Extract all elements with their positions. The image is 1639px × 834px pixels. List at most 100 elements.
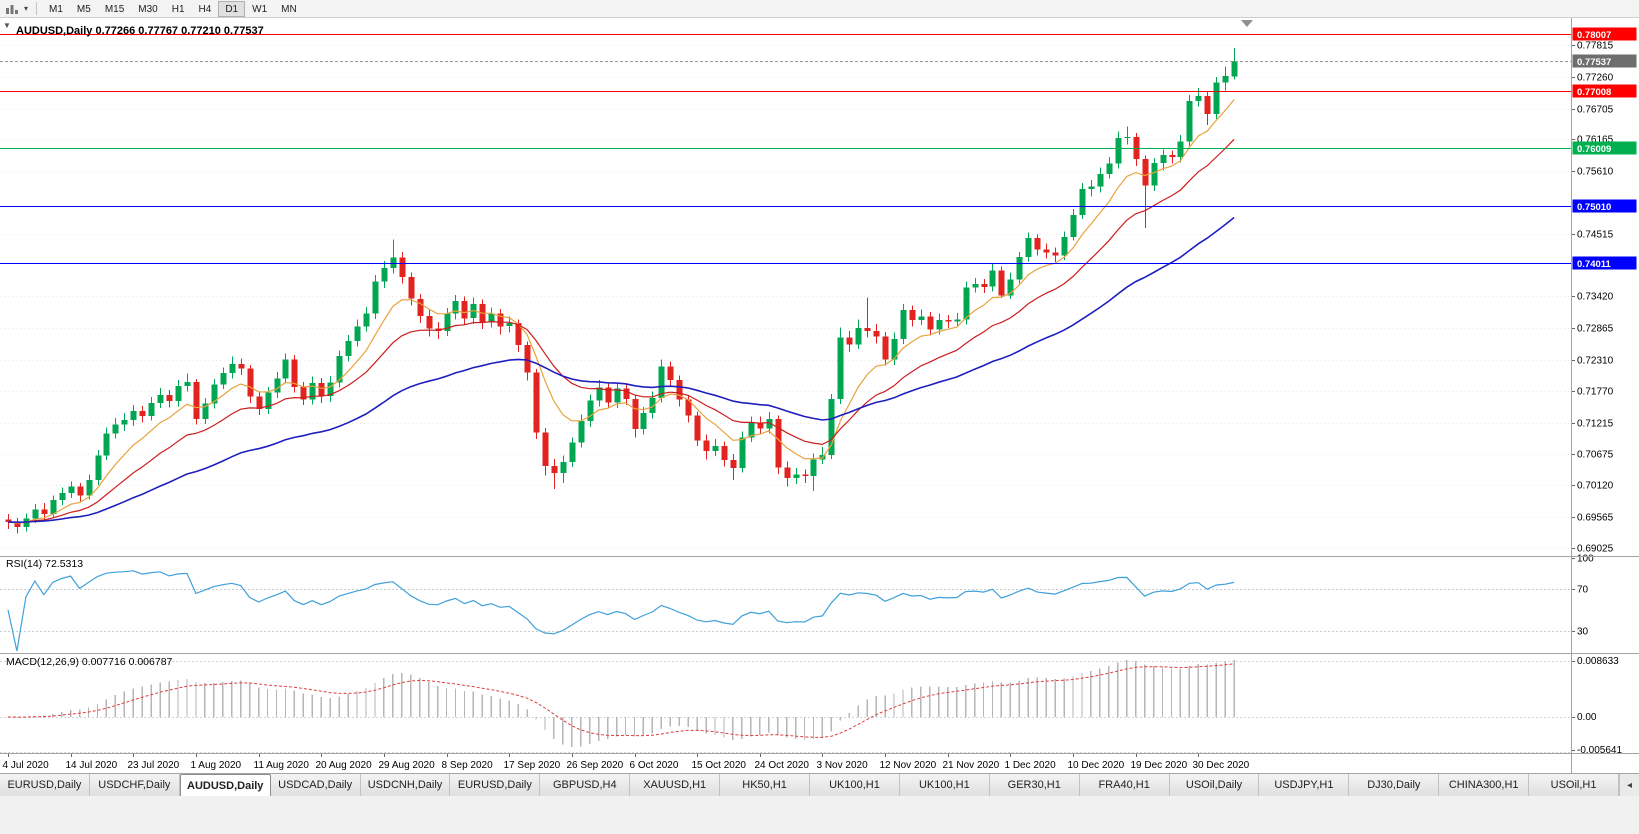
svg-text:17 Sep 2020: 17 Sep 2020 <box>504 760 561 771</box>
chart-tab-usdcad-daily[interactable]: USDCAD,Daily <box>270 774 361 796</box>
toolbar-separator <box>36 2 38 15</box>
chart-tab-usdchf-daily[interactable]: USDCHF,Daily <box>89 774 180 796</box>
timeframe-button-m15[interactable]: M15 <box>104 3 125 15</box>
chart-tab-uk100-h1[interactable]: UK100,H1 <box>810 774 900 796</box>
rsi-panel: 100 70 30 <box>0 554 1594 652</box>
svg-text:0.00: 0.00 <box>1577 712 1597 723</box>
svg-text:12 Nov 2020: 12 Nov 2020 <box>880 760 937 771</box>
level-price-label <box>1572 27 1637 41</box>
svg-text:0.77008: 0.77008 <box>1577 87 1611 98</box>
svg-text:6 Oct 2020: 6 Oct 2020 <box>630 760 679 771</box>
svg-text:14 Jul 2020: 14 Jul 2020 <box>66 760 118 771</box>
chart-tab-usoil-daily[interactable]: USOil,Daily <box>1169 774 1260 796</box>
dropdown-caret-icon[interactable]: ▾ <box>24 4 29 13</box>
chart-tab-hk50-h1[interactable]: HK50,H1 <box>720 774 811 796</box>
timeframe-button-m5[interactable]: M5 <box>76 3 91 15</box>
svg-text:23 Jul 2020: 23 Jul 2020 <box>128 760 180 771</box>
symbol-dropdown-icon[interactable]: ▼ <box>3 21 11 30</box>
timeframe-button-w1[interactable]: W1 <box>252 3 268 15</box>
svg-text:0.73420: 0.73420 <box>1577 292 1614 303</box>
svg-text:0.77537: 0.77537 <box>1577 57 1611 68</box>
svg-text:0.71215: 0.71215 <box>1577 419 1614 430</box>
svg-text:0.77260: 0.77260 <box>1577 73 1614 84</box>
svg-text:1 Dec 2020: 1 Dec 2020 <box>1005 760 1057 771</box>
chart-tab-ger30-h1[interactable]: GER30,H1 <box>989 774 1080 796</box>
ma-fast-line <box>7 99 1235 524</box>
level-price-label <box>1572 141 1637 155</box>
svg-text:0.008633: 0.008633 <box>1577 656 1619 667</box>
svg-text:0.74011: 0.74011 <box>1577 259 1612 270</box>
chart-tab-usoil-h1[interactable]: USOil,H1 <box>1529 774 1620 796</box>
chart-tab-fra40-h1[interactable]: FRA40,H1 <box>1079 774 1170 796</box>
chart-tab-gbpusd-h4[interactable]: GBPUSD,H4 <box>540 774 631 796</box>
chart-tabbar: EURUSD,Daily USDCHF,Daily AUDUSD,Daily USDC… <box>0 773 1639 796</box>
chart-tab-audusd-daily[interactable]: AUDUSD,Daily <box>179 774 271 796</box>
level-price-label <box>1572 84 1637 98</box>
bottom-filler <box>0 796 1639 834</box>
chart-tab-usdjpy-h1[interactable]: USDJPY,H1 <box>1259 774 1350 796</box>
chart-tabs: EURUSD,Daily USDCHF,Daily AUDUSD,Daily USDC… <box>0 774 1620 796</box>
timeframe-button-h1[interactable]: H1 <box>171 3 185 15</box>
svg-text:0.75010: 0.75010 <box>1577 202 1611 213</box>
svg-text:0.76165: 0.76165 <box>1577 135 1614 146</box>
svg-text:0.72865: 0.72865 <box>1577 324 1614 335</box>
svg-text:0.74515: 0.74515 <box>1577 230 1614 241</box>
svg-text:15 Oct 2020: 15 Oct 2020 <box>692 760 747 771</box>
svg-text:1 Aug 2020: 1 Aug 2020 <box>191 760 242 771</box>
time-axis[interactable]: 4 Jul 2020 14 Jul 2020 23 Jul 2020 1 Aug 20… <box>3 753 1250 771</box>
svg-text:21 Nov 2020: 21 Nov 2020 <box>943 760 1000 771</box>
chart-icon[interactable] <box>5 3 19 15</box>
level-price-label <box>1572 199 1637 213</box>
timeframe-button-m30[interactable]: M30 <box>138 3 158 15</box>
svg-text:0.76009: 0.76009 <box>1577 144 1611 155</box>
svg-text:0.75610: 0.75610 <box>1577 167 1614 178</box>
candlestick-series <box>5 47 1238 534</box>
timeframe-toolbar: ▾ M1 M5 M15 M30 H1 H4 D1 W1 MN <box>0 0 1639 18</box>
main-chart-plot[interactable] <box>0 18 1571 556</box>
svg-text:10 Dec 2020: 10 Dec 2020 <box>1068 760 1125 771</box>
svg-text:0.69565: 0.69565 <box>1577 513 1614 524</box>
chart-tab-dj30-daily[interactable]: DJ30,Daily <box>1349 774 1440 796</box>
svg-text:26 Sep 2020: 26 Sep 2020 <box>567 760 624 771</box>
bid-price-label <box>1572 54 1637 68</box>
timeframe-button-m1[interactable]: M1 <box>49 3 63 15</box>
svg-text:0.72310: 0.72310 <box>1577 356 1614 367</box>
timeframe-button-mn[interactable]: MN <box>281 3 297 15</box>
svg-text:0.76705: 0.76705 <box>1577 105 1614 116</box>
svg-text:0.71770: 0.71770 <box>1577 387 1614 398</box>
svg-text:30 Dec 2020: 30 Dec 2020 <box>1193 760 1250 771</box>
svg-text:29 Aug 2020: 29 Aug 2020 <box>379 760 436 771</box>
chart-tab-eurusd-daily[interactable]: EURUSD,Daily <box>450 774 541 796</box>
chart-region[interactable]: 0.77815 0.77260 0.76705 0.76165 0.75610 0.745… <box>0 18 1639 773</box>
timeframe-button-d1[interactable]: D1 <box>218 0 246 17</box>
timeframe-buttons: M1 M5 M15 M30 H1 H4 D1 W1 MN <box>42 0 304 17</box>
level-price-label <box>1572 256 1637 270</box>
svg-text:24 Oct 2020: 24 Oct 2020 <box>755 760 810 771</box>
chart-tab-china300-h1[interactable]: CHINA300,H1 <box>1439 774 1530 796</box>
chart-tab-usdcnh-daily[interactable]: USDCNH,Daily <box>360 774 451 796</box>
chart-tab-uk100-h1[interactable]: UK100,H1 <box>899 774 990 796</box>
svg-text:-0.005641: -0.005641 <box>1577 745 1622 756</box>
svg-text:0.70675: 0.70675 <box>1577 450 1614 461</box>
svg-text:8 Sep 2020: 8 Sep 2020 <box>442 760 494 771</box>
chart-shift-icon[interactable] <box>1241 20 1253 27</box>
tab-scroll-left-icon[interactable]: ◂ <box>1619 774 1639 796</box>
svg-text:30: 30 <box>1577 627 1589 638</box>
level-lines: 0.78007 0.77008 0.76009 0.75010 0.74011 0.775… <box>0 27 1637 270</box>
svg-text:20 Aug 2020: 20 Aug 2020 <box>316 760 373 771</box>
svg-text:4 Jul 2020: 4 Jul 2020 <box>3 760 50 771</box>
svg-text:0.69025: 0.69025 <box>1577 544 1614 555</box>
rsi-panel-plot[interactable] <box>0 556 1571 653</box>
ma-medium-line <box>7 138 1235 524</box>
svg-text:0.70120: 0.70120 <box>1577 481 1614 492</box>
svg-text:19 Dec 2020: 19 Dec 2020 <box>1131 760 1188 771</box>
price-axis[interactable] <box>1571 18 1639 773</box>
svg-text:100: 100 <box>1577 554 1594 565</box>
chart-tab-eurusd-daily[interactable]: EURUSD,Daily <box>0 774 90 796</box>
chart-tab-xauusd-h1[interactable]: XAUUSD,H1 <box>630 774 721 796</box>
macd-panel-plot[interactable] <box>0 653 1571 753</box>
svg-text:0.77815: 0.77815 <box>1577 41 1614 52</box>
timeframe-button-h4[interactable]: H4 <box>198 3 212 15</box>
price-axis-ticks: 0.77815 0.77260 0.76705 0.76165 0.75610 0.745… <box>1571 41 1614 555</box>
